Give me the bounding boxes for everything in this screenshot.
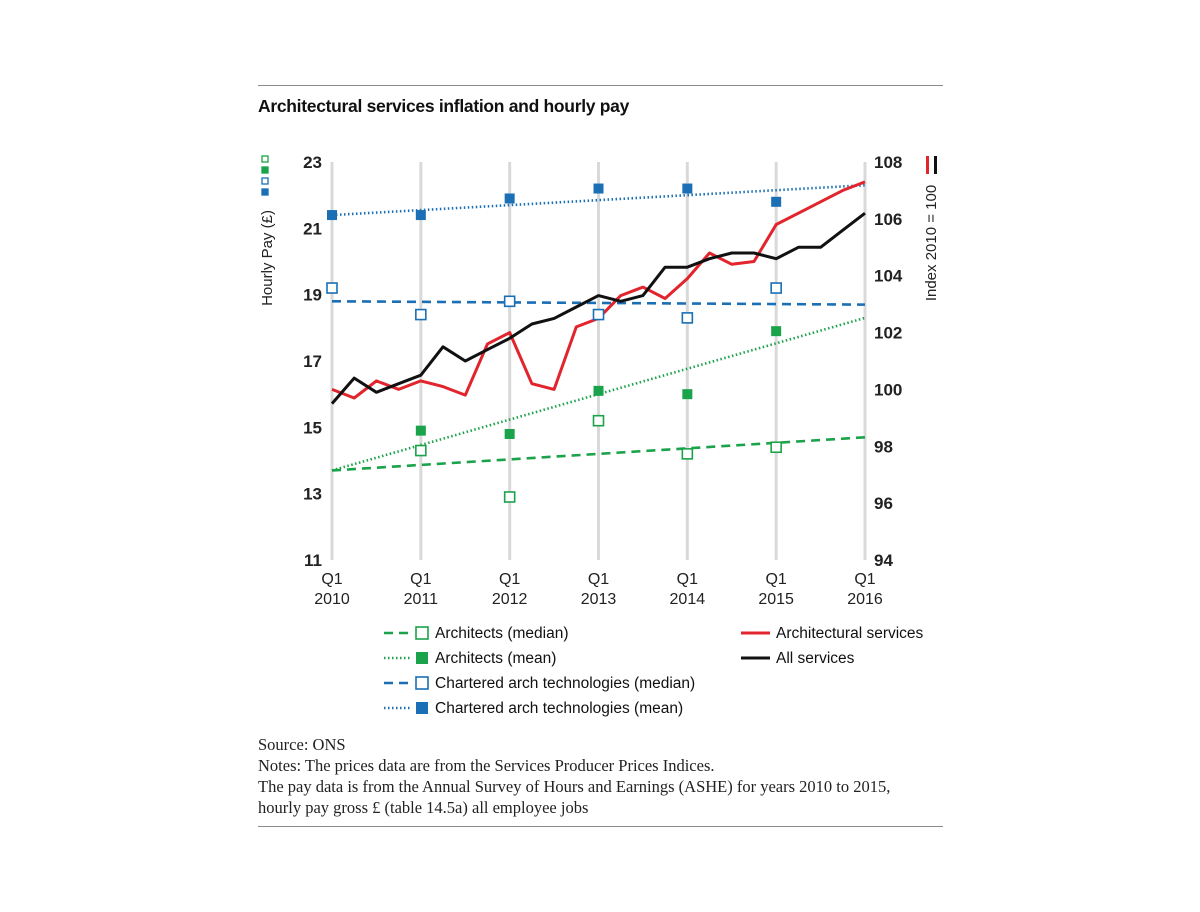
marker-s0-2012 — [503, 491, 516, 503]
marker-s3-2013 — [593, 183, 604, 194]
legend-label-3: Chartered arch technologies (mean) — [435, 700, 683, 717]
pay-markers — [326, 183, 782, 503]
x-tick-q-2012: Q1 — [499, 571, 520, 588]
legend-index-label-1: All services — [776, 650, 855, 667]
y-right-tick-102: 102 — [874, 324, 902, 343]
marker-s0-2011 — [415, 444, 427, 457]
y-right-tick-100: 100 — [874, 380, 902, 399]
y-left-tick-11: 11 — [304, 551, 322, 570]
y-right-tick-108: 108 — [874, 153, 902, 172]
legend-index-label-0: Architectural services — [776, 625, 924, 642]
x-tick-year-2013: 2013 — [581, 591, 617, 608]
y-left-axis-label: Hourly Pay (£) — [259, 210, 276, 306]
key-swatch-all-services — [934, 156, 937, 174]
x-tick-q-2011: Q1 — [410, 571, 431, 588]
bottom-rule — [258, 826, 943, 827]
key-swatch-arch-services — [926, 156, 929, 174]
legend-label-1: Architects (mean) — [435, 650, 556, 667]
source-note: Source: ONS — [258, 735, 346, 754]
notes: Source: ONS Notes: The prices data are f… — [258, 734, 890, 818]
legend-marker-1 — [416, 652, 428, 664]
marker-s3-2012 — [504, 193, 515, 204]
x-tick-q-2016: Q1 — [854, 571, 875, 588]
marker-s2-2015 — [770, 282, 782, 294]
y-left-tick-13: 13 — [303, 485, 322, 504]
y-right-tick-104: 104 — [874, 267, 903, 286]
key-swatch-left-1 — [261, 166, 269, 174]
marker-s1-2012 — [504, 428, 515, 439]
y-left-tick-15: 15 — [303, 418, 322, 437]
line-all-services — [330, 212, 866, 405]
y-right-tick-96: 96 — [874, 494, 893, 513]
legend-label-2: Chartered arch technologies (median) — [435, 675, 695, 692]
marker-s2-2014 — [681, 312, 694, 324]
x-tick-year-2014: 2014 — [670, 591, 706, 608]
notes-line-3: hourly pay gross £ (table 14.5a) all emp… — [258, 798, 589, 817]
marker-s1-2013 — [593, 385, 604, 396]
legend-label-0: Architects (median) — [435, 625, 569, 642]
x-tick-q-2015: Q1 — [765, 571, 786, 588]
marker-s0-2013 — [592, 414, 605, 427]
legend: Architects (median) Architects (mean) Char… — [384, 625, 924, 717]
x-tick-year-2015: 2015 — [758, 591, 794, 608]
x-tick-q-2013: Q1 — [588, 571, 609, 588]
x-tick-year-2011: 2011 — [404, 591, 439, 608]
y-left-tick-23: 23 — [303, 153, 322, 172]
key-swatch-left-2 — [261, 177, 269, 185]
y-left-tick-19: 19 — [303, 286, 322, 305]
grid — [330, 162, 867, 560]
legend-marker-3 — [416, 702, 428, 714]
key-swatch-left-3 — [261, 188, 269, 196]
x-tick-year-2016: 2016 — [847, 591, 883, 608]
y-right-tick-98: 98 — [874, 437, 893, 456]
marker-s2-2012 — [503, 295, 516, 308]
y-left-tick-17: 17 — [303, 352, 322, 371]
y-right-tick-106: 106 — [874, 210, 902, 229]
legend-marker-0 — [415, 626, 429, 640]
marker-s3-2010 — [327, 210, 337, 221]
marker-s0-2015 — [770, 441, 782, 454]
axes: 23211917151311108106104102100989694Q1201… — [259, 153, 940, 608]
marker-s2-2010 — [326, 282, 338, 294]
marker-s2-2013 — [592, 308, 605, 321]
marker-s1-2014 — [682, 389, 693, 400]
notes-line-2: The pay data is from the Annual Survey o… — [258, 777, 891, 796]
x-tick-year-2012: 2012 — [492, 591, 528, 608]
key-swatch-left-0 — [261, 155, 269, 163]
marker-s2-2011 — [415, 308, 427, 321]
y-right-axis-label: Index 2010 = 100 — [923, 185, 940, 301]
x-tick-year-2010: 2010 — [314, 591, 350, 608]
notes-line-1: Notes: The prices data are from the Serv… — [258, 756, 715, 775]
marker-s3-2011 — [415, 210, 426, 221]
marker-s0-2014 — [681, 448, 694, 460]
marker-s3-2015 — [771, 196, 782, 207]
legend-marker-2 — [415, 676, 429, 690]
x-tick-q-2014: Q1 — [677, 571, 698, 588]
y-right-tick-94: 94 — [874, 551, 893, 570]
marker-s3-2014 — [682, 183, 693, 194]
y-left-tick-21: 21 — [303, 219, 322, 238]
x-tick-q-2010: Q1 — [321, 571, 342, 588]
marker-s1-2011 — [415, 425, 426, 436]
top-rule — [258, 85, 943, 86]
chart-title: Architectural services inflation and hou… — [258, 96, 630, 116]
marker-s1-2015 — [771, 326, 782, 337]
